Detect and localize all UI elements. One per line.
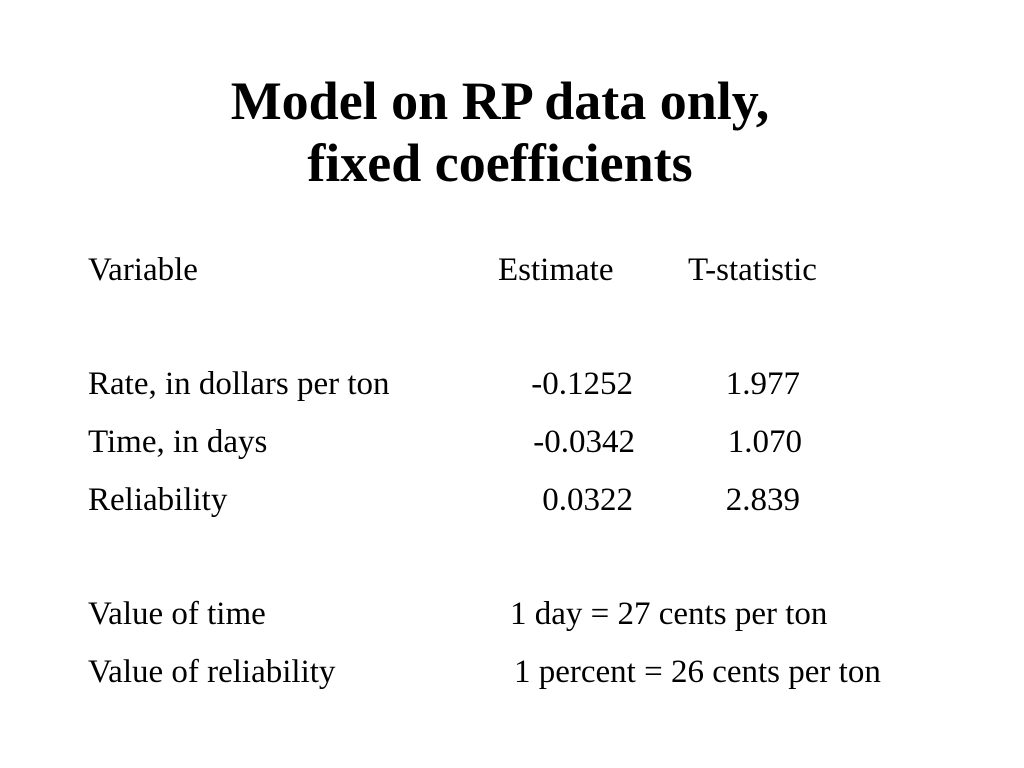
table-row-estimate: -0.1252 [531, 366, 633, 402]
header-variable: Variable [88, 252, 198, 288]
table-row-tstat: 1.977 [725, 366, 800, 402]
table-row-estimate: -0.0342 [533, 424, 635, 460]
slide-title: Model on RP data only, fixed coefficient… [0, 70, 1000, 194]
table-row-tstat: 2.839 [725, 482, 800, 518]
table-row-variable: Rate, in dollars per ton [88, 366, 390, 402]
value-of-reliability-label: Value of reliability [88, 654, 336, 690]
table-row-variable: Time, in days [88, 424, 268, 460]
title-line-2: fixed coefficients [307, 133, 693, 193]
header-estimate: Estimate [498, 252, 614, 288]
value-of-reliability-value: 1 percent = 26 cents per ton [514, 654, 881, 690]
header-tstatistic: T-statistic [688, 252, 817, 288]
value-of-time-value: 1 day = 27 cents per ton [510, 596, 828, 632]
value-of-time-label: Value of time [88, 596, 266, 632]
table-row-estimate: 0.0322 [542, 482, 633, 518]
title-line-1: Model on RP data only, [230, 71, 770, 131]
table-row-tstat: 1.070 [727, 424, 802, 460]
table-row-variable: Reliability [88, 482, 228, 518]
